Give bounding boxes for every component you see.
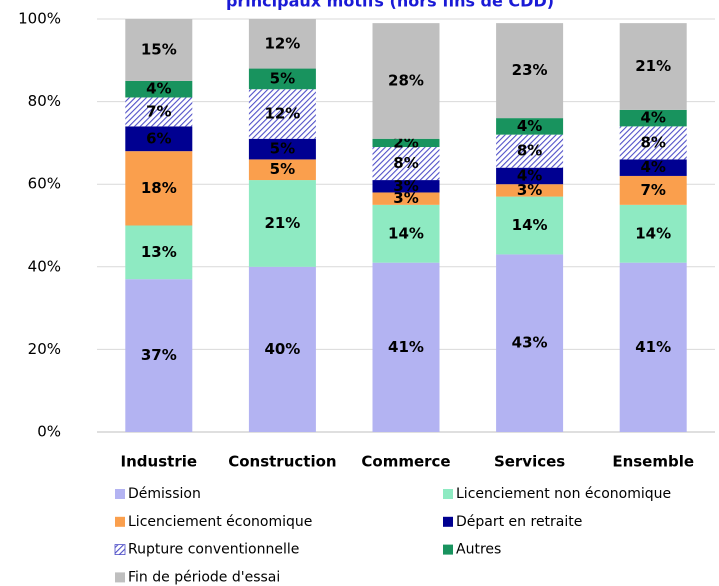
bar-segment	[248, 19, 316, 69]
value-label: 43%	[512, 334, 548, 352]
x-tick-label: Construction	[228, 453, 336, 471]
y-tick-label: 0%	[37, 423, 61, 441]
legend-label: Démission	[128, 486, 201, 502]
bar-segment	[496, 184, 564, 197]
bar-segment	[125, 80, 193, 98]
bar-segment	[125, 126, 193, 152]
bar-segment	[248, 138, 316, 160]
legend-swatch	[114, 544, 126, 555]
value-label: 14%	[388, 224, 424, 242]
bar-segment	[372, 147, 440, 181]
value-label: 5%	[270, 140, 295, 158]
value-label: 21%	[264, 214, 300, 232]
value-label: 4%	[517, 117, 542, 135]
value-label: 5%	[270, 69, 295, 87]
value-label: 15%	[141, 40, 177, 58]
legend-label: Fin de période d'essai	[128, 569, 280, 585]
value-label: 41%	[388, 338, 424, 356]
legend-swatch	[443, 489, 453, 499]
bar-segment	[496, 134, 564, 168]
legend-label: Rupture conventionnelle	[128, 542, 299, 558]
value-label: 3%	[393, 189, 418, 207]
value-label: 6%	[146, 129, 171, 147]
bar-segment	[248, 180, 316, 267]
bar-segment	[372, 23, 440, 139]
y-tick-label: 80%	[28, 92, 61, 110]
bar-segment	[372, 180, 440, 193]
bar-segment	[125, 19, 193, 81]
bar-segment	[619, 23, 687, 110]
bar-segment	[496, 118, 564, 135]
value-label: 13%	[141, 243, 177, 261]
x-tick-label: Ensemble	[612, 453, 694, 471]
value-label: 8%	[393, 154, 418, 172]
bar-segment	[248, 266, 316, 432]
legend-label: Autres	[456, 542, 501, 558]
bar-segment	[125, 151, 193, 226]
value-label: 37%	[141, 346, 177, 364]
bar-segment	[372, 138, 440, 148]
value-label: 12%	[264, 104, 300, 122]
bar-segment	[125, 225, 193, 280]
value-label: 4%	[517, 166, 542, 184]
x-tick-label: Industrie	[121, 453, 198, 471]
bar-segment	[248, 68, 316, 90]
value-label: 14%	[512, 216, 548, 234]
value-label: 41%	[635, 338, 671, 356]
value-label: 12%	[264, 34, 300, 52]
bar-segment	[619, 175, 687, 205]
bar-segment	[619, 109, 687, 127]
bar-segment	[372, 192, 440, 205]
bar-segment	[496, 23, 564, 119]
value-label: 5%	[270, 160, 295, 178]
legend-swatch	[443, 516, 453, 527]
bar-segment	[619, 204, 687, 263]
x-tick-label: Commerce	[361, 453, 450, 471]
legend-label: Licenciement économique	[128, 514, 312, 530]
value-label: 28%	[388, 71, 424, 89]
value-label: 8%	[517, 142, 542, 160]
bar-segment	[496, 254, 564, 432]
value-label: 8%	[640, 133, 665, 151]
value-label: 18%	[141, 179, 177, 197]
bar-segment	[372, 262, 440, 432]
legend-swatch	[443, 544, 453, 555]
legend-swatch	[115, 516, 125, 527]
bar-segment	[619, 126, 687, 160]
value-label: 14%	[635, 224, 671, 242]
bar-segment	[619, 262, 687, 432]
bar-segment	[496, 167, 564, 185]
y-tick-label: 100%	[18, 10, 61, 28]
legend-label: Licenciement non économique	[456, 486, 671, 502]
value-label: 7%	[146, 102, 171, 120]
bar-segment	[496, 196, 564, 255]
value-label: 3%	[517, 181, 542, 199]
chart-title: principaux motifs (hors fins de CDD)	[226, 0, 554, 11]
bar-segment	[248, 159, 316, 181]
value-label: 21%	[635, 57, 671, 75]
legend-swatch	[115, 489, 125, 499]
value-label: 7%	[640, 181, 665, 199]
bar-segment	[619, 159, 687, 176]
value-label: 4%	[146, 80, 171, 98]
value-label: 4%	[640, 109, 665, 127]
value-label: 3%	[393, 177, 418, 195]
legend-swatch	[115, 572, 125, 583]
x-tick-label: Services	[494, 453, 565, 471]
bar-segment	[125, 97, 193, 127]
bar-segment	[372, 204, 440, 263]
value-label: 4%	[640, 158, 665, 176]
y-tick-label: 40%	[28, 257, 61, 275]
y-tick-label: 60%	[28, 175, 61, 193]
value-label: 40%	[264, 340, 300, 358]
y-tick-label: 20%	[28, 340, 61, 358]
bar-segment	[248, 89, 316, 139]
legend-label: Départ en retraite	[456, 514, 582, 530]
value-label: 23%	[512, 61, 548, 79]
bar-segment	[125, 279, 193, 432]
